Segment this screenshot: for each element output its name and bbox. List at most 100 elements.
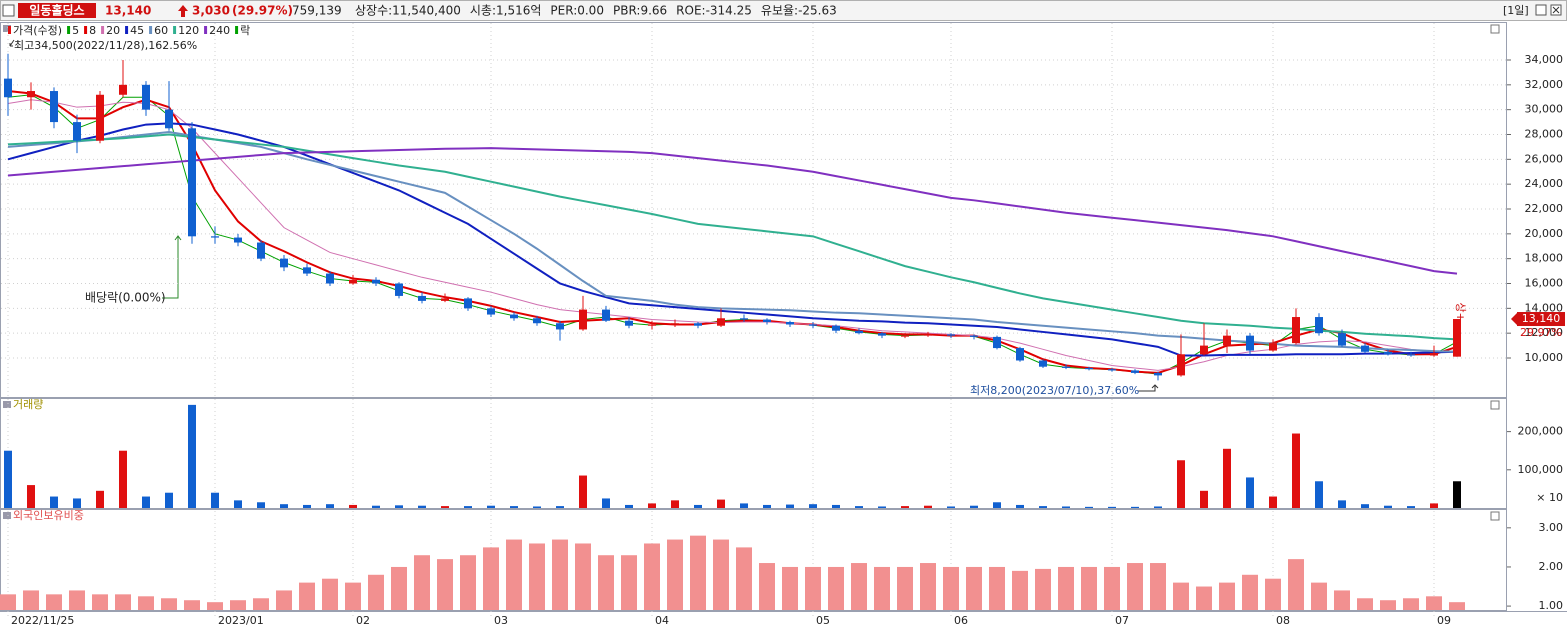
bar <box>138 596 154 610</box>
candle-body <box>326 273 334 284</box>
x-tick-label: 06 <box>954 614 968 627</box>
bar <box>1246 477 1254 508</box>
bar <box>1035 568 1051 610</box>
legend-label: 45 <box>130 24 144 37</box>
legend-label: 60 <box>154 24 168 37</box>
legend-swatch <box>125 26 129 34</box>
panel-icon <box>3 25 11 32</box>
candle-body <box>671 323 679 325</box>
bar <box>1223 448 1231 508</box>
legend-label: 120 <box>178 24 199 37</box>
ma-line <box>7 90 1458 374</box>
candle-body <box>234 237 242 243</box>
candle-body <box>970 335 978 337</box>
y-tick-label: 26,000 <box>1525 152 1564 165</box>
bar <box>69 590 85 610</box>
candle-body <box>625 320 633 326</box>
candle-body <box>280 258 288 268</box>
panel-icon <box>3 512 11 519</box>
candle-body <box>50 91 58 123</box>
y-tick-label: 10,000 <box>1525 351 1564 364</box>
bar <box>184 600 200 610</box>
bar <box>1150 563 1166 610</box>
bar <box>1449 602 1465 610</box>
bar <box>1200 490 1208 508</box>
header-checkbox[interactable] <box>2 4 15 17</box>
bar <box>717 499 725 508</box>
bar <box>832 504 840 508</box>
y-tick-label: 22,000 <box>1525 202 1564 215</box>
price: 13,140 <box>105 4 151 18</box>
bar <box>234 500 242 508</box>
bar <box>874 566 890 610</box>
candle-body <box>694 323 702 326</box>
candle-body <box>740 318 748 320</box>
candle-body <box>1407 354 1415 356</box>
y-tick-label: 28,000 <box>1525 128 1564 141</box>
legend-swatch <box>84 26 88 34</box>
bar <box>1108 506 1116 508</box>
panel-button[interactable] <box>1490 511 1500 521</box>
ma-line <box>7 131 1458 353</box>
x-tick-label: 09 <box>1437 614 1451 627</box>
bar <box>1403 598 1419 610</box>
ma-line <box>7 122 1458 357</box>
price-marker-pct: 29.97% <box>1520 326 1562 339</box>
candle-body <box>878 333 886 336</box>
bar <box>667 539 683 610</box>
bar <box>759 563 775 610</box>
bar <box>27 485 35 508</box>
candle-body <box>464 298 472 309</box>
candle-body <box>395 283 403 296</box>
bar <box>395 505 403 508</box>
bar <box>161 598 177 610</box>
bar <box>257 502 265 508</box>
max-button[interactable] <box>1535 4 1547 16</box>
bar <box>648 503 656 508</box>
candle-body <box>1154 372 1162 376</box>
bar <box>713 539 729 610</box>
price-pointer <box>1511 313 1517 326</box>
bar <box>828 566 844 610</box>
bar <box>253 598 269 610</box>
bar <box>1242 574 1258 610</box>
bar <box>1334 590 1350 610</box>
candle-body <box>418 295 426 301</box>
y-tick-label: 3.00 <box>1539 521 1564 534</box>
bar <box>322 578 338 610</box>
x-tick-label: 2022/11/25 <box>11 614 74 627</box>
panel-title: 거래량 <box>13 398 43 411</box>
bar <box>142 496 150 508</box>
bar <box>970 505 978 508</box>
bar <box>487 505 495 508</box>
legend-label: 락 <box>240 24 250 37</box>
panel-button[interactable] <box>1490 24 1500 34</box>
legend-label: 240 <box>209 24 230 37</box>
bar <box>0 594 16 610</box>
bar <box>1269 496 1277 508</box>
ma-line <box>7 94 1458 375</box>
candle-body <box>303 267 311 274</box>
low-annotation: 최저8,200(2023/07/10),37.60% <box>970 384 1139 397</box>
bar <box>1062 506 1070 508</box>
x-tick-label: 04 <box>655 614 669 627</box>
y-tick-label: 14,000 <box>1525 301 1564 314</box>
bar <box>1177 460 1185 508</box>
period[interactable]: [1일] <box>1503 3 1529 17</box>
low-arrow <box>1138 384 1159 392</box>
panel-button[interactable] <box>1490 400 1500 410</box>
bar <box>805 566 821 610</box>
y-tick-label: 30,000 <box>1525 103 1564 116</box>
bar <box>276 590 292 610</box>
bar <box>644 543 660 610</box>
y-tick-label: 20,000 <box>1525 227 1564 240</box>
bar <box>897 566 913 610</box>
candle-body <box>4 78 12 98</box>
bar <box>441 506 449 508</box>
candle-body <box>27 91 35 98</box>
header-field: 유보율:-25.63 <box>761 4 837 18</box>
bar <box>345 582 361 610</box>
change: 3,030 <box>192 4 230 18</box>
candle-body <box>441 298 449 301</box>
bar <box>1380 600 1396 610</box>
